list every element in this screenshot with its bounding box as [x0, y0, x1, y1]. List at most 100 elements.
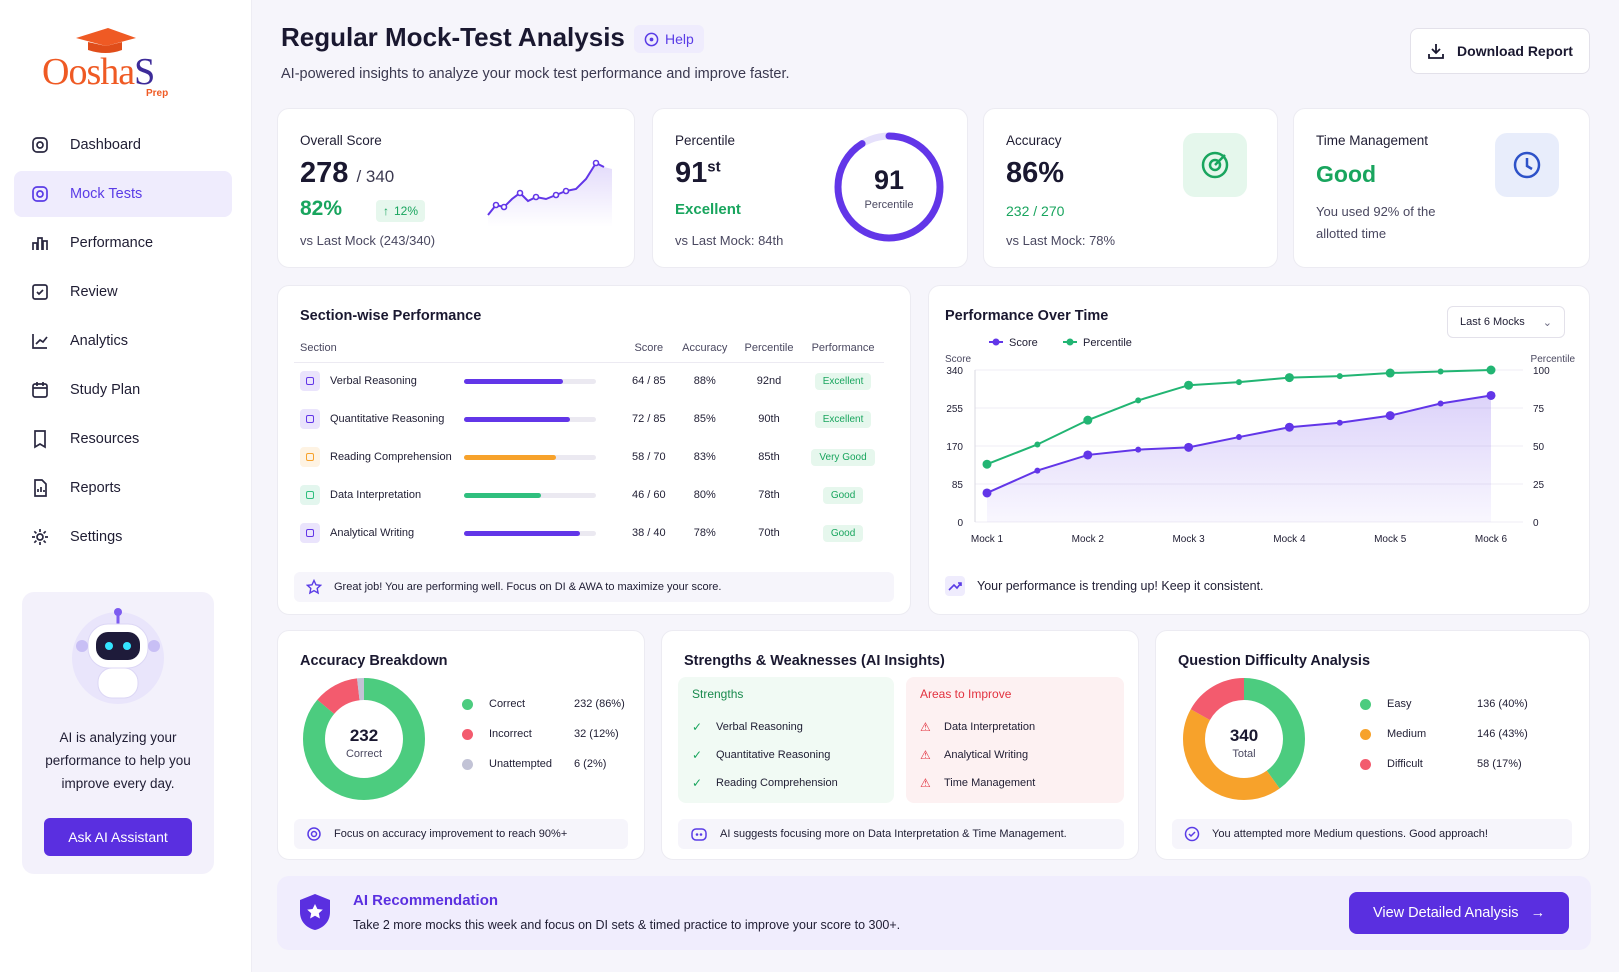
- section-name: Quantitative Reasoning: [330, 413, 445, 425]
- percentile-compare: vs Last Mock: 84th: [675, 233, 784, 248]
- sw-item-label: Analytical Writing: [944, 749, 1029, 761]
- percentile-point[interactable]: [982, 459, 992, 469]
- x-tick: Mock 2: [1072, 534, 1105, 545]
- warning-icon: ⚠: [920, 720, 931, 734]
- nav-item-reports[interactable]: Reports: [14, 465, 232, 511]
- filter-value: Last 6 Mocks: [1460, 316, 1525, 328]
- percentile-point[interactable]: [1184, 380, 1194, 390]
- section-row[interactable]: Analytical Writing 38 / 40 78% 70th Good: [294, 514, 884, 552]
- arrow-right-icon: →: [1530, 905, 1546, 921]
- section-row[interactable]: Reading Comprehension 58 / 70 83% 85th V…: [294, 438, 884, 476]
- accuracy-tip-text: Focus on accuracy improvement to reach 9…: [334, 828, 568, 840]
- ring-value: 91: [874, 165, 904, 195]
- page-subtitle: AI-powered insights to analyze your mock…: [281, 66, 790, 82]
- nav-label: Dashboard: [70, 137, 141, 153]
- sidebar-nav: Dashboard Mock Tests Performance Review …: [14, 122, 232, 563]
- overall-score-card: Overall Score 278 / 340 82% ↑ 12% vs Last…: [277, 108, 635, 268]
- nav-item-resources[interactable]: Resources: [14, 416, 232, 462]
- section-percentile: 90th: [758, 413, 780, 425]
- nav-item-dashboard[interactable]: Dashboard: [14, 122, 232, 168]
- robot-icon: [691, 828, 707, 841]
- download-label: Download Report: [1457, 43, 1573, 59]
- section-table: Section Score Accuracy Percentile Perfor…: [294, 334, 884, 552]
- section-icon: [300, 409, 320, 429]
- donut-center-label: Total: [1232, 748, 1255, 760]
- help-button[interactable]: Help: [634, 25, 704, 53]
- score-point[interactable]: [1486, 390, 1496, 400]
- nav-item-performance[interactable]: Performance: [14, 220, 232, 266]
- calendar-icon: [32, 382, 48, 398]
- section-row[interactable]: Verbal Reasoning 64 / 85 88% 92nd Excell…: [294, 362, 884, 400]
- legend-dot: [462, 728, 473, 740]
- ai-assistant-card: AI is analyzing your performance to help…: [22, 592, 214, 874]
- nav-item-settings[interactable]: Settings: [14, 514, 232, 560]
- section-cell: Verbal Reasoning: [294, 362, 624, 400]
- y-axis-right-label: Percentile: [1531, 354, 1576, 365]
- percentile-point[interactable]: [1135, 397, 1142, 404]
- percentile-point[interactable]: [1486, 365, 1496, 375]
- nav-label: Resources: [70, 431, 140, 447]
- shield-star-icon: [300, 894, 330, 930]
- check-icon: ✓: [692, 720, 703, 734]
- section-row[interactable]: Data Interpretation 46 / 60 80% 78th Goo…: [294, 476, 884, 514]
- difficulty-tip: You attempted more Medium questions. Goo…: [1172, 819, 1572, 849]
- section-percentile: 92nd: [756, 375, 782, 388]
- mocks-filter-select[interactable]: Last 6 Mocks ⌄: [1447, 306, 1565, 338]
- y-tick-right: 100: [1533, 366, 1550, 377]
- brand-logo[interactable]: OoshaS Prep: [42, 26, 182, 106]
- overall-score-pct: 82%: [300, 197, 343, 220]
- time-note: You used 92% of the allotted time: [1316, 204, 1436, 241]
- score-point[interactable]: [1135, 446, 1142, 453]
- nav-item-study-plan[interactable]: Study Plan: [14, 367, 232, 413]
- score-point[interactable]: [1034, 467, 1041, 474]
- percentile-point[interactable]: [1034, 441, 1041, 448]
- section-cell: Analytical Writing: [294, 514, 624, 552]
- legend-dot: [462, 758, 473, 770]
- y-tick-left: 0: [957, 518, 963, 529]
- performance-badge: Good: [822, 486, 864, 504]
- section-percentile: 78th: [758, 489, 780, 501]
- col-section: Section: [294, 334, 624, 363]
- trend-note: Your performance is trending up! Keep it…: [945, 576, 1264, 596]
- nav-item-review[interactable]: Review: [14, 269, 232, 315]
- score-point[interactable]: [1184, 442, 1194, 452]
- section-name: Data Interpretation: [330, 489, 422, 501]
- gear-icon: [32, 529, 48, 545]
- nav-item-analytics[interactable]: Analytics: [14, 318, 232, 364]
- y-tick-right: 25: [1533, 480, 1545, 491]
- score-point[interactable]: [1336, 419, 1343, 426]
- score-point[interactable]: [1083, 450, 1093, 460]
- performance-over-time-card: Performance Over Time Last 6 Mocks ⌄ Scor…: [928, 285, 1590, 615]
- col-percentile: Percentile: [735, 334, 803, 363]
- percentile-label: Percentile: [675, 133, 736, 148]
- score-point[interactable]: [1284, 422, 1294, 432]
- percentile-point[interactable]: [1437, 368, 1444, 375]
- time-label: Time Management: [1316, 133, 1429, 148]
- percentile-point[interactable]: [1083, 415, 1093, 425]
- ask-ai-assistant-button[interactable]: Ask AI Assistant: [44, 818, 192, 856]
- percentile-point[interactable]: [1385, 368, 1395, 378]
- legend-label: Score: [1009, 337, 1038, 349]
- percentile-point[interactable]: [1236, 379, 1242, 386]
- view-detailed-analysis-button[interactable]: View Detailed Analysis →: [1349, 892, 1569, 934]
- donut-center-value: 232: [350, 726, 378, 745]
- download-report-button[interactable]: Download Report: [1410, 28, 1590, 74]
- robot-icon: [72, 608, 164, 704]
- legend-dot: [1360, 698, 1371, 710]
- nav-item-mock-tests[interactable]: Mock Tests: [14, 171, 232, 217]
- section-row[interactable]: Quantitative Reasoning 72 / 85 85% 90th …: [294, 400, 884, 438]
- percentile-point[interactable]: [1336, 373, 1343, 380]
- score-point[interactable]: [1236, 434, 1242, 441]
- difficulty-tip-text: You attempted more Medium questions. Goo…: [1212, 828, 1488, 840]
- percentile-point[interactable]: [1284, 373, 1294, 383]
- score-point[interactable]: [1437, 400, 1444, 407]
- sw-item-label: Time Management: [944, 777, 1036, 789]
- sw-item-label: Quantitative Reasoning: [716, 749, 831, 761]
- section-accuracy: 85%: [693, 413, 716, 425]
- score-point[interactable]: [982, 488, 992, 498]
- y-tick-left: 340: [946, 366, 963, 377]
- accuracy-breakdown-title: Accuracy Breakdown: [300, 653, 448, 669]
- x-tick: Mock 6: [1475, 534, 1508, 545]
- chevron-down-icon: ⌄: [1542, 316, 1552, 329]
- score-point[interactable]: [1385, 411, 1395, 421]
